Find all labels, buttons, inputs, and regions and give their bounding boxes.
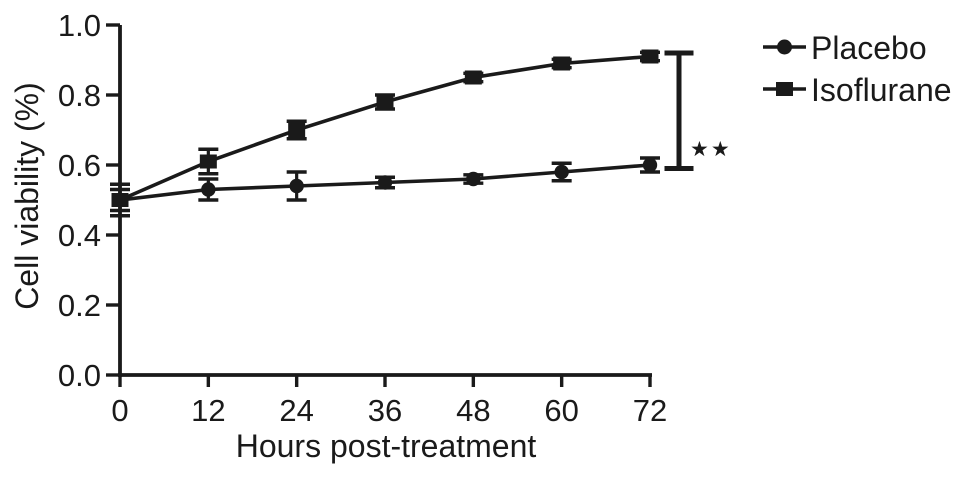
- plot-layer: 0.0 0.2 0.4 0.6 0.8 1.0 0 12 24 36 48 60 72: [58, 8, 806, 428]
- marker-placebo: [201, 182, 216, 197]
- marker-placebo: [377, 175, 393, 190]
- marker-placebo: [642, 157, 658, 173]
- legend-label-placebo: Placebo: [811, 30, 927, 66]
- y-tick-label: 0.6: [58, 148, 101, 183]
- y-tick-label: 0.2: [58, 288, 101, 323]
- marker-placebo: [289, 178, 304, 194]
- y-axis-title: Cell viability (%): [9, 82, 45, 310]
- significance-stars: ★★: [690, 137, 732, 161]
- x-axis-title: Hours post-treatment: [236, 428, 537, 464]
- x-tick-label: 36: [368, 393, 402, 428]
- marker-isoflurane: [464, 70, 482, 85]
- legend-marker-isoflurane-square-icon: [776, 82, 793, 96]
- x-tick-label: 72: [633, 393, 667, 428]
- y-tick-label: 0.4: [58, 218, 101, 253]
- y-tick-label: 1.0: [58, 8, 101, 43]
- marker-isoflurane: [199, 154, 217, 169]
- x-tick-label: 24: [279, 393, 313, 428]
- marker-isoflurane: [376, 95, 394, 109]
- marker-placebo: [554, 164, 569, 180]
- x-tick-label: 48: [456, 393, 490, 428]
- marker-isoflurane: [288, 123, 306, 137]
- marker-isoflurane: [553, 56, 571, 71]
- marker-placebo: [466, 171, 481, 187]
- legend-label-isoflurane: Isoflurane: [811, 72, 952, 108]
- x-tick-label: 12: [191, 393, 225, 428]
- x-tick-label: 0: [111, 393, 128, 428]
- y-tick-label: 0.0: [58, 358, 101, 393]
- marker-isoflurane: [111, 193, 129, 207]
- y-tick-label: 0.8: [58, 78, 101, 113]
- x-tick-label: 60: [544, 393, 578, 428]
- legend-marker-placebo-circle-icon: [777, 39, 792, 55]
- marker-isoflurane: [641, 49, 659, 64]
